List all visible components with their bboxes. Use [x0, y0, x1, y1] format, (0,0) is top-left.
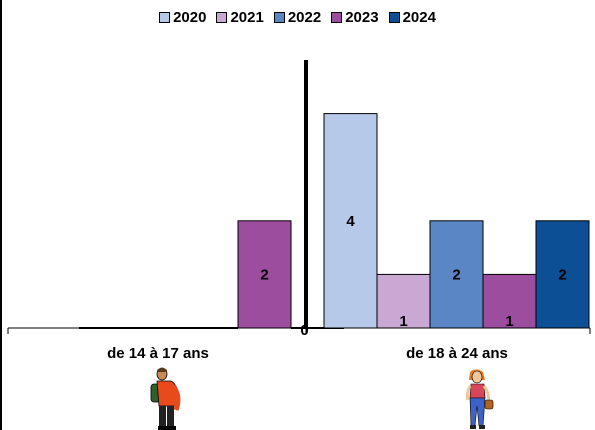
- boy-figure-icon: [150, 367, 181, 430]
- bar-2022-group-1: [429, 220, 484, 329]
- data-label-2021-group-1: 1: [399, 313, 407, 330]
- bar-labels-layer: 2 0 4 1 2 1 2: [260, 213, 566, 339]
- bar-2024-group-1: [535, 220, 590, 329]
- legend-item-2021: 2021: [216, 9, 264, 26]
- data-label-2023-group-0: 2: [260, 266, 268, 283]
- data-label-2020-group-1: 4: [346, 213, 355, 230]
- category-label-14-17: de 14 à 17 ans: [107, 345, 209, 362]
- legend-swatch-2022: [273, 12, 285, 23]
- legend-label-2020: 2020: [173, 9, 207, 26]
- girl-figure-icon: [465, 369, 494, 429]
- data-label-2024-group-1: 2: [558, 266, 566, 283]
- chart-legend: 2020 2021 2022 2023 2024: [0, 9, 595, 26]
- legend-label-2021: 2021: [230, 9, 264, 26]
- data-label-2024-group-0: 0: [300, 322, 308, 339]
- data-label-2022-group-1: 2: [452, 266, 460, 283]
- legend-item-2022: 2022: [273, 9, 322, 26]
- bar-2023-group-0: [237, 220, 292, 329]
- legend-swatch-2023: [331, 12, 343, 23]
- legend-swatch-2020: [159, 12, 171, 23]
- legend-label-2023: 2023: [345, 9, 379, 26]
- legend-swatch-2021: [216, 12, 228, 23]
- legend-label-2022: 2022: [287, 9, 322, 26]
- legend-item-2023: 2023: [331, 9, 379, 26]
- legend-item-2024: 2024: [388, 9, 436, 26]
- category-label-18-24: de 18 à 24 ans: [406, 345, 508, 362]
- bars-layer: [79, 113, 590, 329]
- legend-label-2024: 2024: [402, 9, 436, 26]
- legend-swatch-2024: [388, 12, 400, 23]
- legend-item-2020: 2020: [159, 9, 206, 26]
- bar-2020-group-1: [323, 113, 378, 329]
- data-label-2023-group-1: 1: [505, 313, 513, 330]
